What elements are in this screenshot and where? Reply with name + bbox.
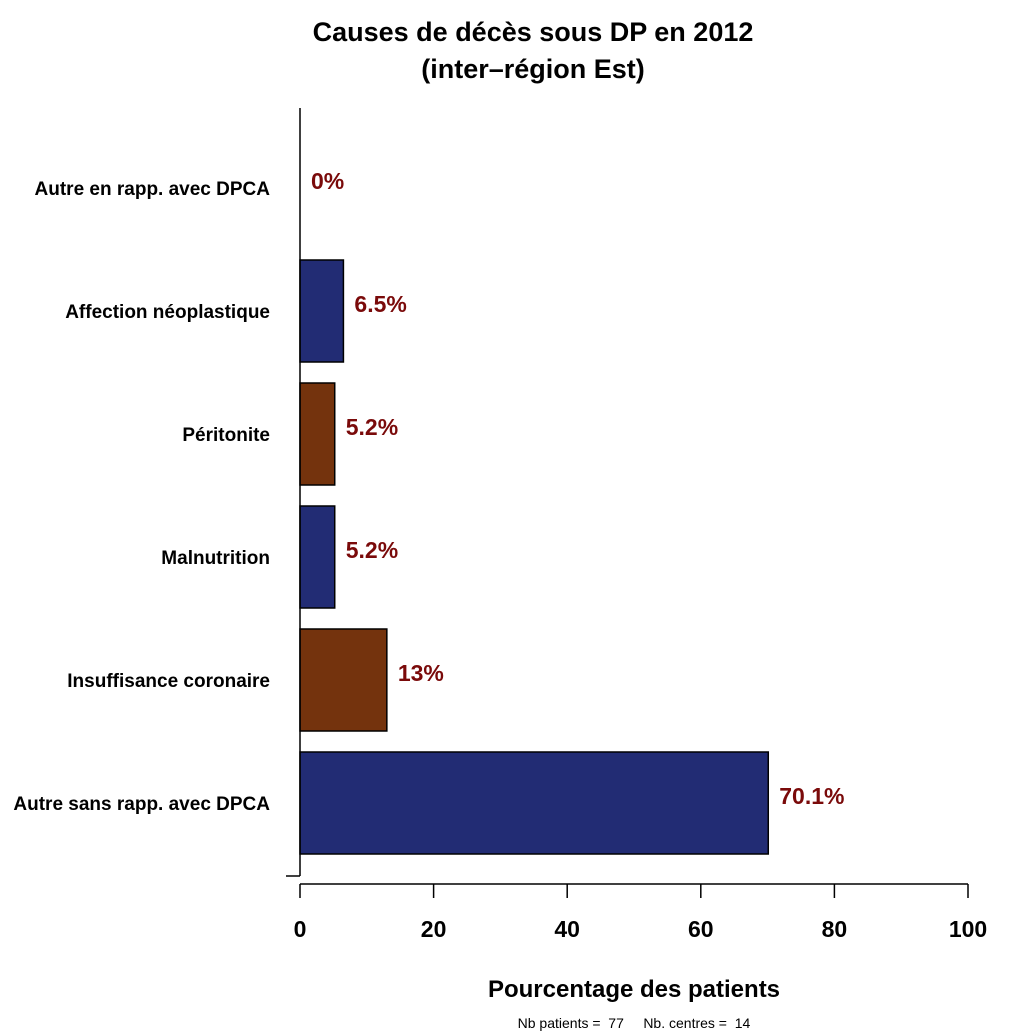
x-tick-label: 60	[688, 916, 714, 942]
x-tick-label: 20	[421, 916, 447, 942]
chart-title: Causes de décès sous DP en 2012	[313, 17, 754, 47]
x-tick-label: 40	[554, 916, 580, 942]
category-label: Autre sans rapp. avec DPCA	[13, 794, 270, 815]
data-label: 70.1%	[779, 783, 844, 809]
category-label: Péritonite	[182, 425, 270, 446]
bar	[299, 751, 770, 855]
category-label: Insuffisance coronaire	[67, 671, 270, 692]
category-label: Autre en rapp. avec DPCA	[35, 179, 271, 200]
footnote: Nb patients = 77 Nb. centres = 14	[518, 1015, 751, 1031]
category-label: Affection néoplastique	[65, 302, 270, 323]
x-tick-label: 80	[822, 916, 848, 942]
bar	[299, 382, 336, 486]
data-label: 5.2%	[346, 537, 398, 563]
bar	[299, 628, 388, 732]
x-tick-label: 0	[294, 916, 307, 942]
data-label: 13%	[398, 660, 444, 686]
data-label: 0%	[311, 168, 344, 194]
x-tick-label: 100	[949, 916, 987, 942]
chart-subtitle: (inter–région Est)	[421, 54, 645, 84]
data-label: 6.5%	[354, 291, 406, 317]
data-label: 5.2%	[346, 414, 398, 440]
category-label: Malnutrition	[161, 548, 270, 569]
bar	[299, 259, 345, 363]
x-axis-label: Pourcentage des patients	[488, 976, 780, 1003]
bar	[299, 505, 336, 609]
